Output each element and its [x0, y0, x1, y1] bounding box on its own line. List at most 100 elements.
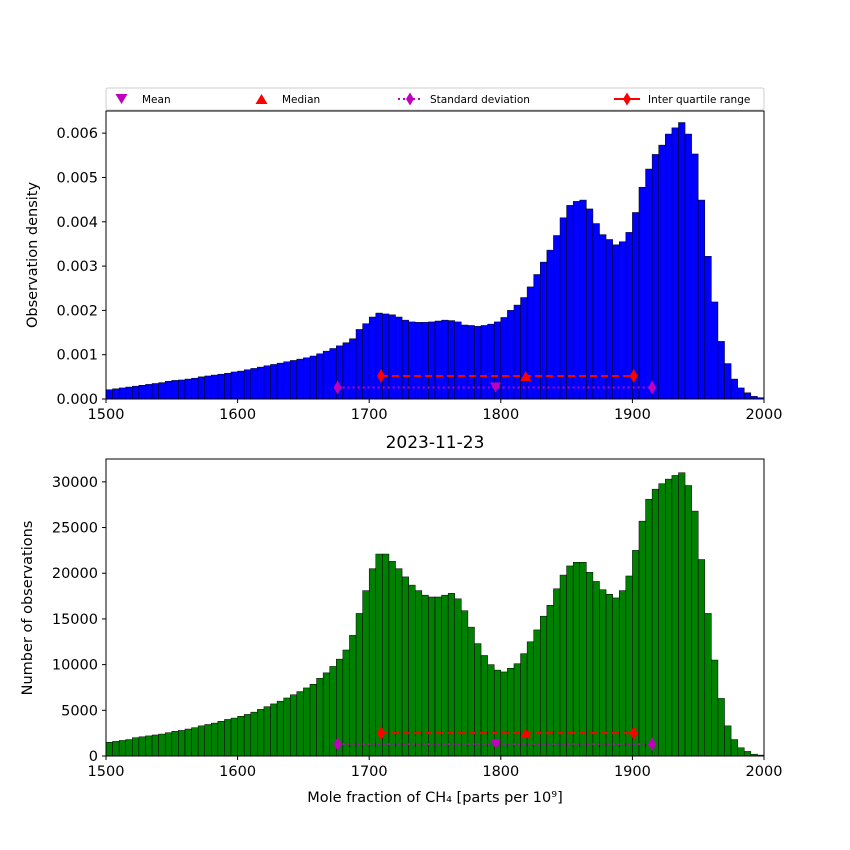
histogram-bar [434, 596, 442, 757]
median-marker [520, 728, 532, 739]
histogram-bar [270, 364, 278, 400]
iqr-diamond-icon [623, 92, 631, 106]
legend-label-std: Standard deviation [430, 94, 530, 106]
legend-entry-mean: Mean [115, 94, 171, 106]
mean-marker [490, 739, 502, 750]
histogram-bar [191, 377, 199, 400]
histogram-bar [171, 731, 179, 757]
histogram-bar [540, 261, 548, 400]
histogram-bar [408, 584, 416, 757]
std-upper-marker [648, 380, 657, 395]
bottom-x-axis-label: Mole fraction of CH₄ [parts per 10⁹] [307, 790, 562, 806]
x-tick-label: 1600 [219, 764, 256, 780]
histogram-bar [711, 659, 719, 757]
std-lower-marker [333, 737, 342, 752]
x-tick-label: 1900 [614, 407, 651, 423]
histogram-bar [217, 373, 225, 400]
histogram-bar [711, 301, 719, 400]
histogram-bar [605, 593, 613, 757]
histogram-bar [217, 721, 225, 757]
x-tick-label: 1700 [351, 407, 388, 423]
histogram-bar [342, 342, 350, 400]
median-marker-icon [255, 94, 268, 104]
top-axes-frame [105, 110, 765, 400]
histogram-bar [270, 703, 278, 757]
legend-label-median: Median [282, 94, 320, 106]
histogram-bar [224, 719, 232, 757]
histogram-bar [592, 581, 600, 757]
histogram-bar [572, 201, 581, 400]
histogram-bar [737, 387, 745, 400]
histogram-bar [428, 596, 436, 757]
legend-entry-standard-deviation: Standard deviation [398, 92, 530, 106]
histogram-bar [671, 475, 679, 757]
histogram-bar [329, 348, 337, 400]
histogram-bar [257, 709, 265, 757]
bottom-x-axis-ticks: 1500 1600 1700 1800 1900 2000 [88, 756, 782, 780]
histogram-bar [572, 562, 581, 757]
histogram-bar [513, 304, 521, 400]
histogram-bar [355, 613, 363, 757]
histogram-bar [461, 610, 469, 757]
histogram-bar [441, 594, 449, 757]
bottom-axes-frame [105, 458, 765, 757]
histogram-bar [697, 199, 706, 400]
histogram-bar [151, 734, 159, 757]
histogram-bar [355, 329, 363, 400]
histogram-bar [395, 568, 403, 757]
histogram-bar [296, 358, 304, 400]
y-tick-label: 30000 [52, 475, 98, 491]
y-tick-label: 0.005 [56, 170, 98, 186]
histogram-bar [540, 615, 548, 757]
histogram-bar [586, 208, 594, 400]
histogram-bar [243, 714, 252, 757]
histogram-bar [566, 205, 574, 400]
histogram-bar [382, 553, 390, 757]
histogram-bar [118, 740, 126, 757]
y-tick-label: 0.006 [56, 126, 98, 142]
histogram-bar [520, 653, 528, 757]
histogram-bar [638, 520, 646, 757]
histogram-bar [651, 154, 659, 400]
histogram-bar [224, 373, 232, 400]
y-tick-label: 10000 [52, 658, 98, 674]
histogram-bar [697, 559, 706, 757]
histogram-bar [309, 355, 317, 400]
histogram-bar [533, 629, 541, 757]
histogram-bar [592, 223, 600, 400]
histogram-bar [184, 378, 192, 400]
histogram-bar [211, 374, 219, 400]
histogram-bar [125, 386, 133, 400]
histogram-bar [724, 363, 732, 400]
x-tick-label: 1900 [614, 764, 651, 780]
y-tick-label: 0.001 [56, 348, 98, 364]
histogram-bar [342, 649, 350, 757]
histogram-bar [132, 385, 140, 400]
histogram-bar [132, 737, 140, 757]
x-tick-label: 1500 [88, 407, 125, 423]
mean-marker [490, 382, 502, 393]
top-histogram-bars [105, 122, 765, 400]
top-y-axis-ticks: 0.000 0.001 0.002 0.003 0.004 0.005 0.006 [56, 126, 106, 408]
histogram-bar [303, 357, 311, 400]
histogram-bar [526, 641, 534, 757]
x-tick-label: 1800 [482, 764, 519, 780]
histogram-bar [507, 310, 515, 400]
histogram-bar [237, 715, 245, 757]
y-tick-label: 0.002 [56, 303, 98, 319]
histogram-bar [145, 735, 153, 757]
histogram-bar [520, 297, 528, 400]
std-lower-marker [333, 380, 342, 395]
histogram-bar [309, 684, 317, 757]
histogram-bar [704, 613, 712, 757]
y-tick-label: 25000 [52, 521, 98, 537]
histogram-bar [744, 751, 752, 757]
histogram-bar [105, 742, 113, 757]
iqr-lower-marker [377, 368, 386, 383]
histogram-bar [105, 389, 113, 400]
histogram-bar [138, 385, 146, 400]
histogram-bar [559, 574, 567, 757]
histogram-bar [184, 728, 192, 757]
histogram-bar [349, 635, 357, 757]
